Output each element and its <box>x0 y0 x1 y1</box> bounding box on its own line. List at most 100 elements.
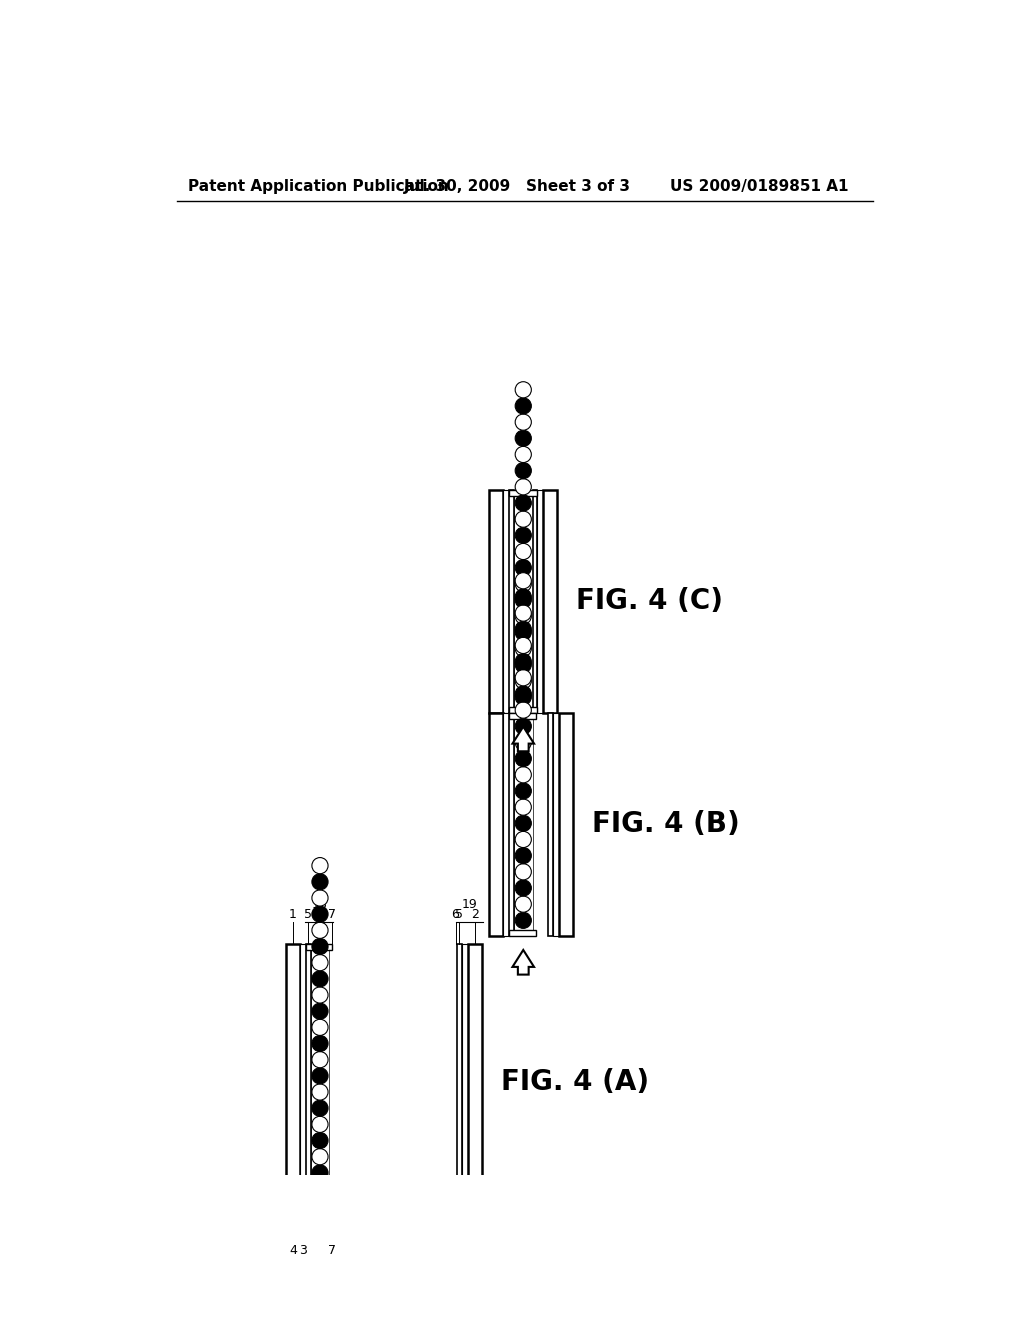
Text: 5: 5 <box>456 908 463 921</box>
Circle shape <box>515 591 531 609</box>
Circle shape <box>515 734 531 751</box>
Circle shape <box>515 576 531 591</box>
Circle shape <box>515 609 531 624</box>
Circle shape <box>515 462 531 479</box>
Bar <box>532 490 538 713</box>
Bar <box>509 490 538 496</box>
Bar <box>553 713 559 936</box>
Bar <box>300 944 306 1221</box>
Circle shape <box>515 767 531 783</box>
Text: FIG. 4 (B): FIG. 4 (B) <box>592 810 739 838</box>
Text: US 2009/0189851 A1: US 2009/0189851 A1 <box>670 180 848 194</box>
Text: FIG. 4 (A): FIG. 4 (A) <box>501 1068 649 1097</box>
Circle shape <box>515 446 531 462</box>
Circle shape <box>515 656 531 673</box>
Text: 19: 19 <box>462 899 477 911</box>
Circle shape <box>312 874 328 890</box>
Circle shape <box>515 863 531 880</box>
Circle shape <box>312 1035 328 1052</box>
Circle shape <box>515 751 531 767</box>
Circle shape <box>515 832 531 847</box>
Bar <box>489 713 503 936</box>
Circle shape <box>515 605 531 622</box>
Circle shape <box>515 527 531 544</box>
Circle shape <box>312 1164 328 1181</box>
Text: 7: 7 <box>328 908 336 921</box>
Circle shape <box>515 560 531 576</box>
Bar <box>489 490 503 713</box>
Bar <box>514 490 532 713</box>
Circle shape <box>515 686 531 702</box>
Circle shape <box>312 923 328 939</box>
Circle shape <box>515 414 531 430</box>
Circle shape <box>312 1019 328 1035</box>
Bar <box>306 944 310 1221</box>
Text: Patent Application Publication: Patent Application Publication <box>188 180 450 194</box>
Bar <box>468 944 481 1221</box>
Circle shape <box>515 624 531 640</box>
Bar <box>462 944 468 1221</box>
Circle shape <box>515 495 531 511</box>
Text: 6: 6 <box>452 908 460 921</box>
Circle shape <box>515 573 531 589</box>
Circle shape <box>515 896 531 912</box>
Circle shape <box>515 783 531 799</box>
Circle shape <box>312 906 328 923</box>
Bar <box>457 944 462 1221</box>
Bar <box>503 490 509 713</box>
Circle shape <box>515 669 531 686</box>
Circle shape <box>515 479 531 495</box>
Circle shape <box>515 816 531 832</box>
Circle shape <box>515 397 531 414</box>
Bar <box>509 490 514 713</box>
Circle shape <box>515 622 531 638</box>
Polygon shape <box>512 726 535 751</box>
Circle shape <box>312 954 328 970</box>
Text: 7: 7 <box>328 1243 336 1257</box>
Text: Jul. 30, 2009   Sheet 3 of 3: Jul. 30, 2009 Sheet 3 of 3 <box>403 180 631 194</box>
Circle shape <box>515 640 531 656</box>
Bar <box>509 929 536 936</box>
Bar <box>538 490 544 713</box>
Circle shape <box>312 939 328 954</box>
Bar <box>514 713 532 936</box>
Bar <box>544 490 557 713</box>
Text: 1: 1 <box>289 908 297 921</box>
Circle shape <box>312 1084 328 1100</box>
Bar <box>286 944 300 1221</box>
Circle shape <box>312 1100 328 1117</box>
Bar <box>559 713 572 936</box>
Circle shape <box>515 653 531 669</box>
Bar <box>310 944 330 1221</box>
Circle shape <box>515 689 531 705</box>
Circle shape <box>312 1117 328 1133</box>
Circle shape <box>515 847 531 863</box>
Circle shape <box>312 858 328 874</box>
Circle shape <box>515 511 531 527</box>
Bar <box>548 713 553 936</box>
Text: FIG. 4 (C): FIG. 4 (C) <box>577 587 723 615</box>
Circle shape <box>515 799 531 816</box>
Circle shape <box>515 673 531 689</box>
Bar <box>306 944 333 950</box>
Circle shape <box>515 381 531 397</box>
Bar <box>503 713 509 936</box>
Circle shape <box>312 987 328 1003</box>
Circle shape <box>312 890 328 906</box>
Circle shape <box>312 970 328 987</box>
Polygon shape <box>512 950 535 974</box>
Text: 18: 18 <box>311 899 327 911</box>
Circle shape <box>515 702 531 718</box>
Bar <box>509 706 538 713</box>
Circle shape <box>515 430 531 446</box>
Circle shape <box>312 1181 328 1197</box>
Circle shape <box>515 638 531 653</box>
Bar <box>306 1214 333 1221</box>
Circle shape <box>312 1003 328 1019</box>
Circle shape <box>312 1068 328 1084</box>
Text: 4: 4 <box>289 1243 297 1257</box>
Circle shape <box>312 1197 328 1213</box>
Circle shape <box>515 718 531 734</box>
Text: 5: 5 <box>304 908 312 921</box>
Circle shape <box>312 1148 328 1164</box>
